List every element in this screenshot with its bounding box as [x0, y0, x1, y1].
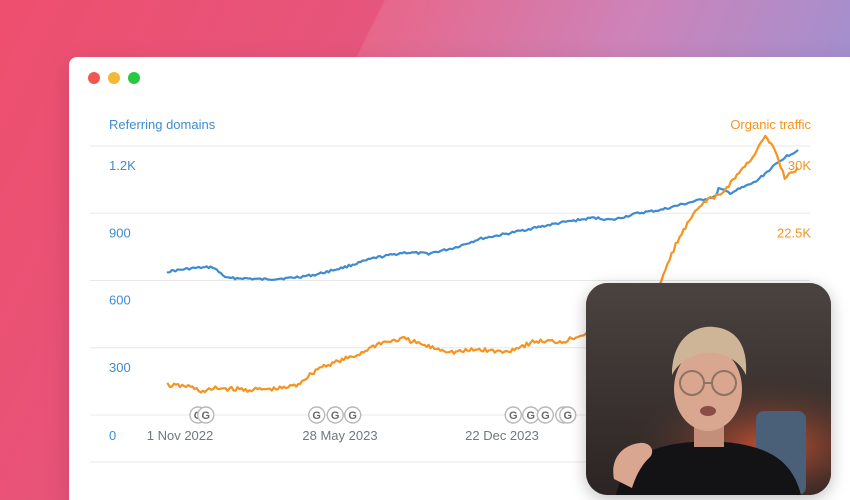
presenter-portrait: [586, 283, 831, 495]
close-dot[interactable]: [88, 72, 100, 84]
presenter-shirt: [616, 441, 801, 495]
marker-circle: [559, 406, 577, 424]
presenter-face: [674, 347, 742, 431]
webcam-video-tile: [586, 283, 831, 495]
google-update-marker[interactable]: G: [326, 406, 344, 424]
left-tick-label: 300: [109, 360, 131, 375]
presenter-mouth: [700, 406, 716, 416]
marker-circle: [197, 406, 215, 424]
presenter-hand: [613, 442, 653, 488]
marker-circle: [536, 406, 555, 424]
google-update-marker[interactable]: G: [308, 406, 326, 424]
marker-label: G: [563, 410, 572, 422]
left-tick-label: 1.2K: [109, 158, 136, 173]
x-tick-label: 22 Dec 2023: [465, 428, 539, 443]
right-axis-title: Organic traffic: [730, 117, 811, 132]
right-tick-label: 30K: [788, 158, 811, 173]
marker-label: G: [526, 410, 535, 422]
right-tick-label: 22.5K: [777, 225, 811, 240]
marker-label: G: [541, 410, 550, 422]
google-update-marker[interactable]: G: [536, 406, 555, 424]
marker-label: G: [348, 410, 357, 422]
presenter-hair: [672, 326, 747, 375]
google-update-marker[interactable]: G: [197, 406, 215, 424]
marker-circle: [344, 406, 362, 424]
minimize-dot[interactable]: [108, 72, 120, 84]
left-tick-label: 600: [109, 293, 131, 308]
left-tick-label: 900: [109, 225, 131, 240]
window-controls: [88, 72, 140, 84]
google-update-marker[interactable]: G: [559, 406, 577, 424]
google-update-marker[interactable]: G: [504, 406, 522, 424]
series-line-organic-traffic: [166, 134, 799, 394]
marker-label: G: [331, 410, 340, 422]
x-tick-label: 1 Nov 2022: [147, 428, 214, 443]
google-update-marker[interactable]: G: [522, 406, 540, 424]
google-update-marker[interactable]: G: [344, 406, 362, 424]
marker-label: G: [312, 410, 321, 422]
marker-circle: [308, 406, 326, 424]
marker-label: G: [202, 410, 211, 422]
maximize-dot[interactable]: [128, 72, 140, 84]
marker-circle: [326, 406, 344, 424]
left-tick-label: 0: [109, 428, 116, 443]
left-axis-title: Referring domains: [109, 117, 216, 132]
marker-label: G: [509, 410, 518, 422]
marker-circle: [504, 406, 522, 424]
series-line-referring-domains: [166, 149, 799, 281]
glasses-icon: [679, 370, 737, 396]
x-tick-label: 28 May 2023: [302, 428, 377, 443]
